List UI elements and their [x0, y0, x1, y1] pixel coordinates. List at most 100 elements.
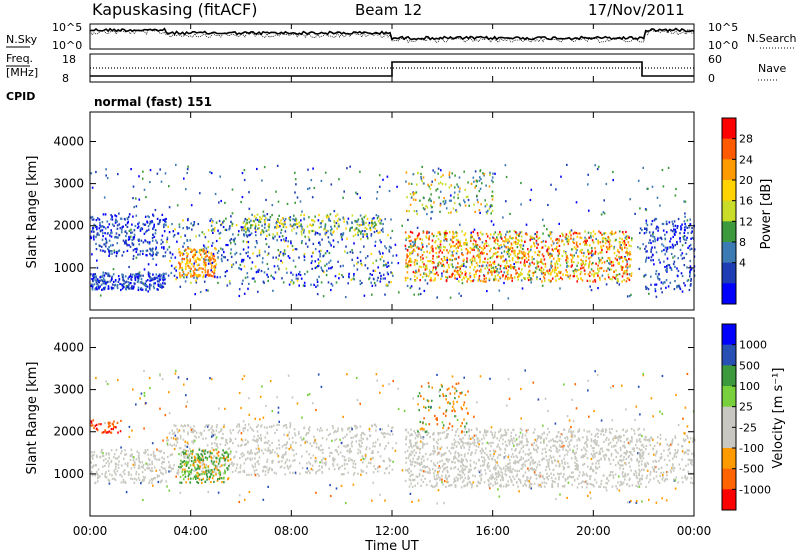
echo-point: [567, 239, 569, 241]
echo-point: [143, 427, 145, 429]
echo-point: [211, 221, 213, 223]
echo-point: [601, 213, 603, 215]
echo-point: [628, 253, 630, 255]
echo-point: [349, 431, 351, 433]
echo-point: [117, 422, 119, 424]
echo-point: [348, 275, 350, 277]
echo-point: [293, 260, 295, 262]
echo-point: [548, 246, 550, 248]
echo-point: [287, 465, 289, 467]
echo-point: [212, 477, 214, 479]
echo-point: [198, 468, 200, 470]
echo-point: [413, 271, 415, 273]
echo-point: [218, 463, 220, 465]
echo-point: [112, 284, 114, 286]
echo-point: [319, 250, 321, 252]
echo-point: [428, 238, 430, 240]
echo-point: [482, 241, 484, 243]
echo-point: [500, 233, 502, 235]
echo-point: [664, 266, 666, 268]
echo-point: [232, 471, 234, 473]
echo-point: [276, 472, 278, 474]
echo-point: [676, 267, 678, 269]
echo-point: [575, 252, 577, 254]
echo-point: [257, 435, 259, 437]
echo-point: [560, 264, 562, 266]
echo-point: [345, 246, 347, 248]
echo-point: [679, 232, 681, 234]
echo-point: [294, 202, 296, 204]
echo-point: [610, 268, 612, 270]
echo-point: [650, 242, 652, 244]
echo-point: [418, 247, 420, 249]
echo-point: [167, 249, 169, 251]
echo-point: [418, 233, 420, 235]
echo-point: [134, 275, 136, 277]
echo-point: [184, 445, 186, 447]
echo-point: [560, 277, 562, 279]
echo-point: [601, 251, 603, 253]
echo-point: [211, 425, 213, 427]
echo-point: [440, 182, 442, 184]
echo-point: [260, 232, 262, 234]
echo-point: [208, 491, 210, 493]
echo-point: [319, 241, 321, 243]
echo-point: [320, 449, 322, 451]
echo-point: [452, 251, 454, 253]
echo-point: [96, 228, 98, 230]
echo-point: [491, 256, 493, 258]
echo-point: [439, 231, 441, 233]
echo-point: [102, 232, 104, 234]
echo-point: [181, 451, 183, 453]
echo-point: [227, 442, 229, 444]
echo-point: [344, 250, 346, 252]
echo-point: [546, 228, 548, 230]
echo-point: [511, 250, 513, 252]
echo-point: [686, 239, 688, 241]
echo-point: [687, 232, 689, 234]
echo-point: [289, 219, 291, 221]
echo-point: [169, 260, 171, 262]
echo-point: [111, 428, 113, 430]
echo-point: [437, 274, 439, 276]
echo-point: [255, 266, 257, 268]
echo-point: [251, 474, 253, 476]
echo-point: [149, 253, 151, 255]
echo-point: [490, 257, 492, 259]
echo-point: [424, 208, 426, 210]
echo-point: [188, 467, 190, 469]
echo-point: [310, 284, 312, 286]
echo-point: [383, 432, 385, 434]
echo-point: [186, 276, 188, 278]
echo-point: [647, 188, 649, 190]
echo-point: [251, 224, 253, 226]
echo-point: [151, 463, 153, 465]
echo-point: [280, 219, 282, 221]
echo-point: [517, 253, 519, 255]
echo-point: [540, 261, 542, 263]
echo-point: [209, 476, 211, 478]
echo-point: [265, 441, 267, 443]
echo-point: [508, 297, 510, 299]
echo-point: [622, 275, 624, 277]
echo-point: [240, 264, 242, 266]
echo-point: [105, 473, 107, 475]
echo-point: [527, 273, 529, 275]
echo-point: [558, 278, 560, 280]
echo-point: [257, 255, 259, 257]
echo-point: [274, 432, 276, 434]
echo-point: [185, 476, 187, 478]
echo-point: [221, 457, 223, 459]
echo-point: [607, 248, 609, 250]
echo-point: [410, 231, 412, 233]
echo-point: [348, 457, 350, 459]
echo-point: [223, 481, 225, 483]
echo-point: [528, 259, 530, 261]
echo-point: [690, 278, 692, 280]
echo-point: [232, 212, 234, 214]
echo-point: [129, 213, 131, 215]
echo-point: [195, 261, 197, 263]
echo-point: [664, 253, 666, 255]
echo-point: [642, 243, 644, 245]
